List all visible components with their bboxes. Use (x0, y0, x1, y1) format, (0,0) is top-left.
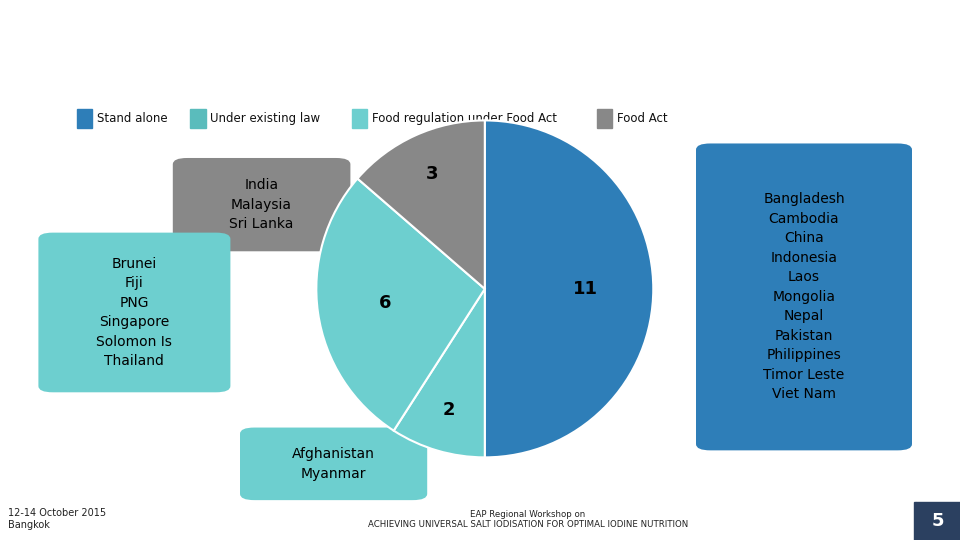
Bar (352, 109, 368, 128)
Wedge shape (317, 179, 485, 430)
Text: India
Malaysia
Sri Lanka: India Malaysia Sri Lanka (229, 178, 294, 231)
Text: 2: 2 (443, 401, 455, 419)
Wedge shape (485, 120, 653, 457)
Bar (597, 109, 612, 128)
FancyBboxPatch shape (173, 158, 350, 251)
Text: Under existing law: Under existing law (210, 112, 321, 125)
Bar (190, 109, 205, 128)
Text: Brunei
Fiji
PNG
Singapore
Solomon Is
Thailand: Brunei Fiji PNG Singapore Solomon Is Tha… (96, 256, 173, 368)
Bar (916, 502, 960, 540)
Text: MECHANISM OF SALT IODISATION LEGISLATION: MECHANISM OF SALT IODISATION LEGISLATION (8, 32, 777, 60)
Text: Stand alone: Stand alone (97, 112, 168, 125)
FancyBboxPatch shape (696, 144, 912, 450)
Text: EAP Regional Workshop on
ACHIEVING UNIVERSAL SALT IODISATION FOR OPTIMAL IODINE : EAP Regional Workshop on ACHIEVING UNIVE… (368, 510, 688, 529)
Wedge shape (357, 120, 485, 289)
Text: 12-14 October 2015
Bangkok: 12-14 October 2015 Bangkok (8, 509, 106, 530)
Text: 5: 5 (931, 512, 945, 530)
FancyBboxPatch shape (38, 233, 230, 392)
Bar (914, 502, 916, 540)
FancyBboxPatch shape (240, 428, 427, 500)
Text: Food Act: Food Act (617, 112, 668, 125)
Text: Food regulation under Food Act: Food regulation under Food Act (372, 112, 558, 125)
Text: Bangladesh
Cambodia
China
Indonesia
Laos
Mongolia
Nepal
Pakistan
Philippines
Tim: Bangladesh Cambodia China Indonesia Laos… (763, 192, 845, 401)
Wedge shape (394, 289, 485, 457)
Text: Afghanistan
Myanmar: Afghanistan Myanmar (292, 447, 375, 481)
Text: 3: 3 (426, 165, 439, 183)
Text: 11: 11 (573, 280, 598, 298)
Text: 6: 6 (378, 294, 391, 312)
Bar (77, 109, 92, 128)
